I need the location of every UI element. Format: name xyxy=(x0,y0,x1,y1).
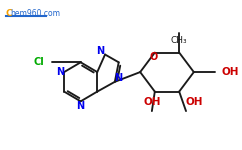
Text: N: N xyxy=(56,67,64,77)
Text: N: N xyxy=(96,46,104,56)
Text: OH: OH xyxy=(143,97,161,107)
Text: hem960.com: hem960.com xyxy=(10,9,60,18)
Text: N: N xyxy=(77,101,85,111)
Text: O: O xyxy=(150,52,158,62)
Text: Cl: Cl xyxy=(34,57,45,67)
Text: OH: OH xyxy=(221,67,239,77)
Text: C: C xyxy=(6,9,12,18)
Text: N: N xyxy=(114,73,122,83)
Text: CH₃: CH₃ xyxy=(171,36,188,45)
Text: OH: OH xyxy=(185,97,203,107)
